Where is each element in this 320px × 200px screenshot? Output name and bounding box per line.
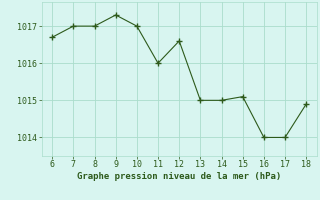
X-axis label: Graphe pression niveau de la mer (hPa): Graphe pression niveau de la mer (hPa): [77, 172, 281, 181]
